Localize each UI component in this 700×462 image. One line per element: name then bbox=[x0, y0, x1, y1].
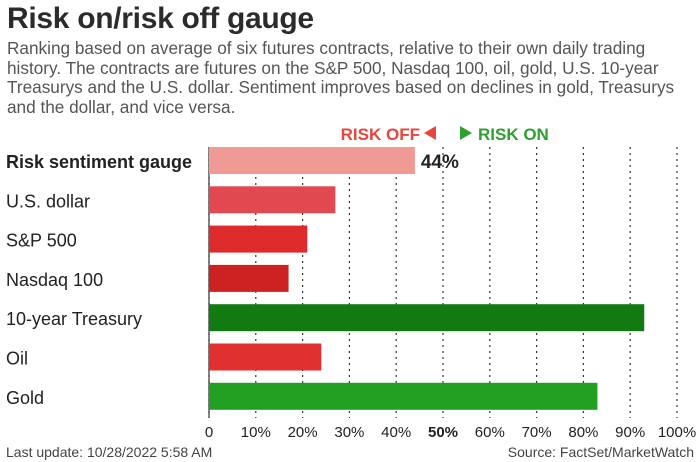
bar bbox=[209, 147, 415, 174]
category-label: Oil bbox=[6, 349, 28, 369]
x-tick-label: 70% bbox=[522, 424, 552, 441]
category-label: U.S. dollar bbox=[6, 191, 90, 211]
legend-risk-off: RISK OFF bbox=[341, 125, 420, 144]
x-tick-label: 10% bbox=[241, 424, 271, 441]
x-tick-label: 30% bbox=[334, 424, 364, 441]
category-label: Risk sentiment gauge bbox=[6, 152, 192, 172]
source-note: Source: FactSet/MarketWatch bbox=[507, 444, 694, 460]
x-tick-label: 90% bbox=[615, 424, 645, 441]
legend-risk-on: RISK ON bbox=[478, 125, 549, 144]
risk-on-arrow-icon bbox=[460, 126, 472, 140]
bar bbox=[209, 186, 336, 214]
x-tick-label: 0 bbox=[205, 424, 213, 441]
bar bbox=[209, 343, 322, 371]
bar bbox=[209, 304, 645, 332]
x-tick-label: 20% bbox=[288, 424, 318, 441]
chart-title: Risk on/risk off gauge bbox=[7, 2, 314, 35]
bar bbox=[209, 264, 289, 292]
category-label: Nasdaq 100 bbox=[6, 270, 103, 290]
chart-subtitle: Ranking based on average of six futures … bbox=[7, 38, 675, 117]
bars: Risk sentiment gauge 44% U.S. dollar S&P 50… bbox=[6, 147, 645, 410]
x-tick-label: 100% bbox=[658, 424, 696, 441]
risk-off-arrow-icon bbox=[424, 126, 436, 140]
category-label: S&P 500 bbox=[6, 231, 77, 251]
x-tick-label: 50% bbox=[428, 424, 458, 441]
x-axis-ticks: 0 10% 20% 30% 40% 50% 60% 70% 80% 90% 100% bbox=[205, 424, 696, 441]
risk-legend: RISK OFF RISK ON bbox=[341, 125, 549, 144]
last-update: Last update: 10/28/2022 5:58 AM bbox=[6, 444, 213, 460]
data-label: 44% bbox=[421, 152, 459, 173]
x-tick-label: 80% bbox=[568, 424, 598, 441]
x-tick-label: 40% bbox=[381, 424, 411, 441]
x-tick-label: 60% bbox=[475, 424, 505, 441]
bar bbox=[209, 382, 598, 410]
category-label: 10-year Treasury bbox=[6, 309, 142, 329]
category-label: Gold bbox=[6, 388, 44, 408]
bar bbox=[209, 225, 308, 253]
